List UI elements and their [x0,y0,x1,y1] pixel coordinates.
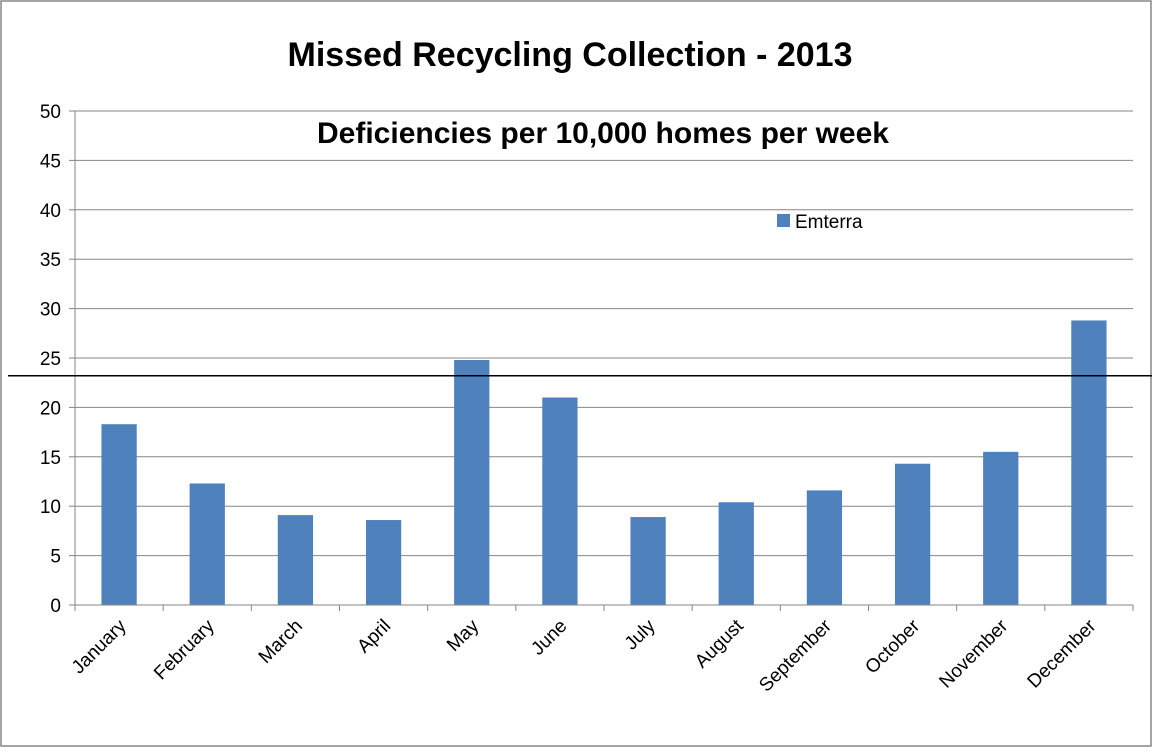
bar-february [189,483,225,605]
y-tick-label: 50 [40,102,61,123]
bar-december [1071,320,1107,605]
legend-label: Emterra [795,212,863,233]
y-tick-label: 0 [50,596,61,617]
bar-august [718,502,754,605]
y-tick-label: 10 [40,497,61,518]
y-tick-label: 45 [40,151,61,172]
bar-march [277,515,314,605]
legend-swatch [777,214,790,227]
bar-june [542,397,578,605]
y-tick-label: 40 [40,201,61,222]
y-axis-ticks: 0 5 10 15 20 25 30 35 40 45 50 [40,102,75,617]
legend: Emterra [777,212,863,233]
bar-january [101,424,137,605]
bar-november [983,451,1019,605]
bar-april [365,520,402,605]
y-tick-label: 15 [40,448,61,469]
bar-july [630,517,666,605]
chart-title: Missed Recycling Collection - 2013 [288,36,853,74]
bar-may [454,359,490,605]
y-tick-label: 30 [40,300,61,321]
gridlines [75,110,1133,557]
bar-september [806,490,843,605]
bar-october [894,463,931,605]
y-tick-label: 35 [40,250,61,271]
y-tick-label: 5 [50,547,61,568]
y-tick-label: 25 [40,349,61,370]
y-tick-label: 20 [40,398,61,419]
bars [101,320,1107,605]
chart-subtitle: Deficiencies per 10,000 homes per week [317,117,889,150]
